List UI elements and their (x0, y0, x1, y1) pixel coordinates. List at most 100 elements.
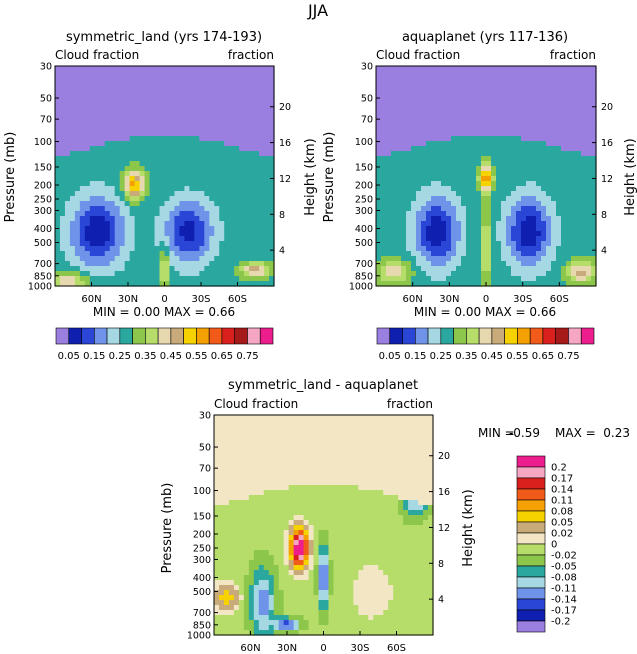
contour-cell (244, 186, 250, 192)
contour-cell (249, 186, 255, 192)
contour-cell (273, 450, 280, 456)
contour-cell (561, 126, 567, 132)
contour-cell (566, 151, 572, 157)
contour-cell (591, 156, 597, 162)
contour-cell (164, 246, 171, 252)
contour-cell (293, 520, 300, 526)
contour-cell (288, 495, 295, 501)
contour-cell (69, 126, 76, 132)
contour-cell (298, 450, 305, 456)
contour-cell (456, 166, 462, 172)
contour-cell (586, 261, 592, 267)
contour-cell (129, 151, 136, 157)
contour-cell (461, 96, 467, 102)
contour-cell (521, 121, 527, 127)
contour-cell (526, 156, 532, 162)
contour-cell (238, 415, 245, 421)
contour-cell (84, 146, 91, 152)
contour-cell (59, 121, 66, 127)
contour-cell (376, 256, 382, 262)
contour-cell (263, 630, 270, 636)
contour-cell (219, 111, 225, 117)
contour-cell (264, 221, 270, 227)
contour-cell (254, 116, 260, 122)
contour-cell (486, 66, 492, 72)
contour-cell (204, 146, 210, 152)
contour-cell (273, 480, 280, 486)
contour-cell (209, 241, 215, 247)
contour-cell (94, 151, 101, 157)
contour-cell (249, 86, 255, 92)
contour-cell (254, 231, 260, 237)
contour-cell (591, 146, 597, 152)
contour-cell (199, 201, 205, 207)
contour-cell (376, 106, 382, 112)
contour-cell (234, 246, 240, 252)
contour-cell (114, 156, 121, 162)
contour-cell (303, 625, 310, 631)
contour-cell (416, 206, 422, 212)
contour-cell (411, 166, 417, 172)
contour-cell (386, 251, 392, 257)
contour-cell (298, 565, 305, 571)
contour-cell (283, 540, 290, 546)
contour-cell (264, 136, 270, 142)
contour-cell (436, 271, 442, 277)
contour-cell (496, 271, 502, 277)
contour-cell (283, 565, 290, 571)
contour-cell (536, 166, 542, 172)
contour-cell (64, 111, 71, 117)
contour-cell (571, 181, 577, 187)
contour-cell (84, 226, 91, 232)
contour-cell (233, 425, 240, 431)
contour-cell (169, 66, 176, 72)
contour-cell (189, 101, 195, 107)
contour-cell (259, 111, 265, 117)
contour-cell (254, 171, 260, 177)
contour-cell (124, 76, 131, 82)
contour-cell (214, 625, 220, 631)
contour-cell (189, 281, 195, 287)
contour-cell (84, 101, 91, 107)
contour-cell (259, 86, 265, 92)
contour-cell (526, 116, 532, 122)
contour-cell (194, 196, 200, 202)
contour-cell (234, 171, 240, 177)
contour-cell (259, 206, 265, 212)
contour-cell (576, 266, 582, 272)
contour-cell (521, 251, 527, 257)
contour-cell (228, 555, 235, 561)
contour-cell (233, 580, 240, 586)
contour-cell (164, 121, 171, 127)
contour-cell (273, 585, 280, 591)
contour-cell (79, 261, 86, 267)
contour-cell (119, 181, 126, 187)
contour-cell (238, 525, 245, 531)
contour-cell (149, 161, 156, 167)
contour-cell (506, 231, 512, 237)
contour-cell (114, 101, 121, 107)
contour-cell (228, 535, 235, 541)
contour-cell (571, 271, 577, 277)
contour-cell (406, 161, 412, 167)
contour-cell (406, 121, 412, 127)
contour-cell (283, 590, 290, 596)
contour-cell (189, 86, 195, 92)
contour-cell (268, 445, 275, 451)
contour-cell (248, 470, 255, 476)
contour-cell (526, 191, 532, 197)
contour-cell (566, 156, 572, 162)
contour-cell (253, 535, 260, 541)
contour-cell (298, 530, 305, 536)
contour-cell (139, 136, 146, 142)
contour-cell (456, 116, 462, 122)
contour-cell (109, 191, 116, 197)
contour-cell (421, 216, 427, 222)
contour-cell (526, 136, 532, 142)
contour-cell (209, 141, 215, 147)
contour-cell (466, 126, 472, 132)
contour-cell (506, 161, 512, 167)
contour-cell (59, 196, 66, 202)
contour-cell (386, 216, 392, 222)
contour-cell (179, 241, 186, 247)
